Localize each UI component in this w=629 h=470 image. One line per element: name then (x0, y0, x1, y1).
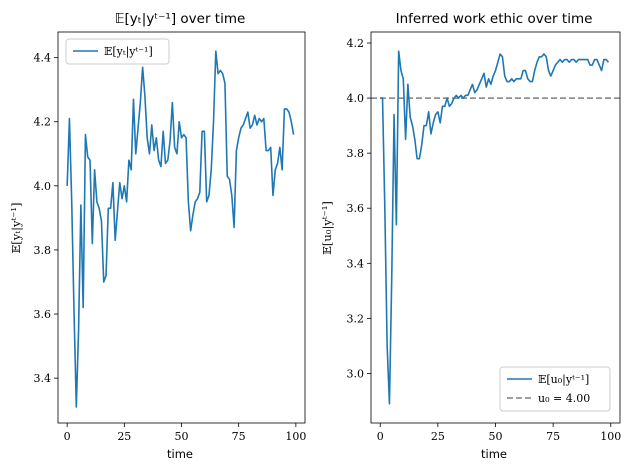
legend-box (65, 38, 170, 65)
x-axis-label: time (481, 447, 507, 461)
x-tick-label: 0 (377, 430, 384, 443)
tick-marks (367, 42, 612, 427)
x-axis-label: time (167, 447, 193, 461)
legend: 𝔼[u₀|yᵗ⁻¹] u₀ = 4.00 (499, 366, 611, 412)
x-tick-label: 25 (117, 430, 131, 443)
x-tick-label: 0 (64, 430, 71, 443)
y-tick-label: 3.2 (347, 312, 365, 325)
y-tick-label: 3.8 (34, 244, 52, 257)
y-tick-label: 3.0 (347, 367, 365, 380)
y-tick-label: 3.6 (34, 308, 52, 321)
y-axis-label: 𝔼[yₜ|yᵗ⁻¹] (9, 203, 24, 254)
y-tick-label: 3.8 (347, 147, 365, 160)
legend: 𝔼[yₜ|yᵗ⁻¹] (65, 38, 170, 65)
y-tick-label: 3.4 (34, 372, 52, 385)
y-tick-label: 4.0 (34, 180, 52, 193)
series-line (380, 50, 610, 405)
plot-area (66, 50, 295, 408)
x-tick-label: 75 (546, 430, 560, 443)
y-axis-label: 𝔼[u₀|yᵗ⁻¹] (320, 201, 335, 255)
tick-labels: 0 25 50 75 100 3.0 3.2 3.4 3.6 3.8 4.0 4.2 (347, 37, 622, 443)
y-tick-label: 3.6 (347, 202, 365, 215)
x-tick-label: 100 (285, 430, 306, 443)
y-tick-label: 4.2 (34, 116, 52, 129)
chart-title: Inferred work ethic over time (396, 11, 593, 27)
x-tick-label: 50 (175, 430, 189, 443)
y-tick-label: 4.2 (347, 37, 365, 50)
x-tick-label: 50 (489, 430, 503, 443)
plot-area (371, 50, 620, 405)
legend-box (499, 366, 611, 412)
y-tick-label: 4.0 (347, 92, 365, 105)
axes-frame (370, 31, 621, 424)
legend-label: 𝔼[yₜ|yᵗ⁻¹] (104, 45, 153, 59)
chart-inferred-work-ethic: Inferred work ethic over time 0 25 50 75 100… (320, 11, 621, 461)
x-tick-label: 75 (232, 430, 246, 443)
x-tick-label: 25 (431, 430, 445, 443)
chart-title: 𝔼[yₜ|yᵗ⁻¹] over time (115, 11, 246, 27)
tick-marks (54, 57, 297, 427)
tick-labels: 0 25 50 75 100 3.4 3.6 3.8 4.0 4.2 4.4 (34, 52, 307, 443)
y-tick-label: 3.4 (347, 257, 365, 270)
chart-expected-output: 𝔼[yₜ|yᵗ⁻¹] over time 0 25 50 75 100 3.4 3.6 3.8… (9, 11, 306, 461)
legend-label: u₀ = 4.00 (538, 392, 590, 405)
axes-frame (57, 31, 306, 424)
legend-label: 𝔼[u₀|yᵗ⁻¹] (538, 373, 589, 387)
series-line (66, 50, 295, 408)
y-tick-label: 4.4 (34, 52, 52, 65)
x-tick-label: 100 (600, 430, 621, 443)
